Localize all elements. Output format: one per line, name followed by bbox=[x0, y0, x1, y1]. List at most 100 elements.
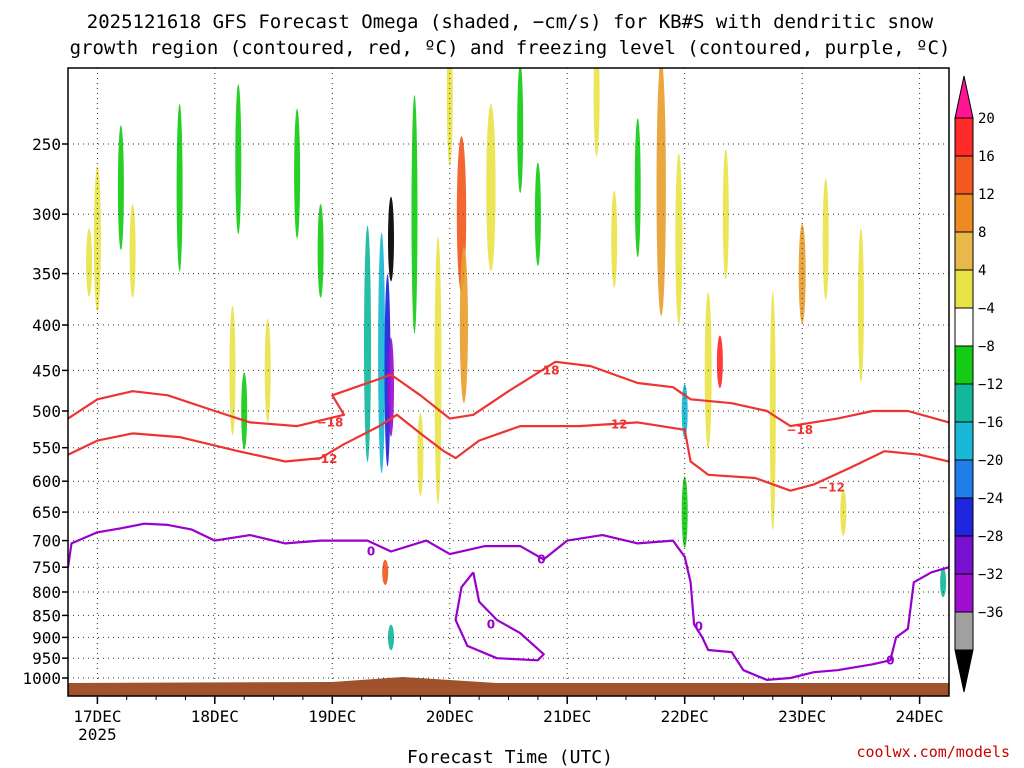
chart-title-line-2: growth region (contoured, red, ºC) and f… bbox=[70, 37, 951, 59]
omega-blob bbox=[86, 228, 93, 297]
y-tick-label: 550 bbox=[32, 439, 61, 458]
colorbar-swatch bbox=[954, 383, 974, 423]
omega-blob bbox=[769, 291, 776, 531]
colorbar-label: −36 bbox=[978, 605, 1003, 621]
y-tick-label: 250 bbox=[32, 135, 61, 154]
colorbar: 20 16 12 8 4 −4 −8 −12 −16 −20 −24 −28 −32 −36 bbox=[954, 75, 1003, 693]
omega-blob bbox=[241, 372, 248, 450]
omega-blob bbox=[675, 153, 683, 325]
colorbar-label: −12 bbox=[978, 377, 1003, 393]
omega-blob bbox=[940, 567, 947, 598]
freezing-level-closed-contour bbox=[454, 571, 545, 662]
colorbar-swatch bbox=[954, 307, 974, 347]
colorbar-swatch bbox=[954, 345, 974, 385]
omega-blob bbox=[722, 149, 729, 279]
y-tick-label: 800 bbox=[32, 583, 61, 602]
y-tick-label: 300 bbox=[32, 205, 61, 224]
omega-blob bbox=[388, 624, 394, 651]
dgz-label-minus18: −18 bbox=[533, 363, 560, 377]
dgz-label-minus12: −12 bbox=[818, 481, 845, 495]
omega-blob bbox=[93, 166, 101, 313]
omega-blob bbox=[417, 413, 424, 497]
colorbar-swatch bbox=[954, 573, 974, 613]
omega-blob bbox=[716, 335, 723, 389]
plot-area: −12 −12 −12 −18 −18 −18 0 0 0 0 0 bbox=[68, 68, 949, 696]
freezing-level-label: 0 bbox=[537, 552, 545, 566]
x-tick-label: 24DEC bbox=[896, 707, 944, 726]
x-tick-label: 19DEC bbox=[308, 707, 356, 726]
omega-blob bbox=[634, 118, 641, 258]
colorbar-label: 4 bbox=[978, 263, 986, 279]
omega-blob bbox=[388, 337, 394, 437]
dgz-contour-minus18 bbox=[68, 360, 949, 428]
plot-background bbox=[68, 68, 949, 696]
colorbar-swatch bbox=[954, 231, 974, 271]
colorbar-label: −32 bbox=[978, 567, 1003, 583]
y-tick-label: 400 bbox=[32, 316, 61, 335]
colorbar-label: −28 bbox=[978, 529, 1003, 545]
omega-blob bbox=[446, 68, 453, 166]
x-tick-label: 20DEC bbox=[426, 707, 474, 726]
omega-blob bbox=[388, 196, 394, 282]
terrain-fill bbox=[68, 677, 949, 696]
omega-blob bbox=[593, 68, 600, 157]
x-tick-label: 23DEC bbox=[778, 707, 826, 726]
freezing-level-contour bbox=[68, 522, 949, 681]
y-tick-label: 750 bbox=[32, 558, 61, 577]
omega-blob bbox=[264, 318, 271, 423]
dgz-label-minus18: −18 bbox=[786, 423, 813, 437]
y-tick-label: 450 bbox=[32, 361, 61, 380]
omega-blob bbox=[411, 95, 418, 334]
omega-blob bbox=[611, 190, 618, 288]
freezing-level-label: 0 bbox=[487, 617, 495, 631]
colorbar-label: −20 bbox=[978, 453, 1003, 469]
colorbar-label: 16 bbox=[978, 149, 995, 165]
colorbar-swatch bbox=[954, 117, 974, 157]
colorbar-label: 20 bbox=[978, 111, 995, 127]
y-tick-label: 950 bbox=[32, 649, 61, 668]
colorbar-swatch bbox=[954, 269, 974, 309]
omega-blob bbox=[129, 204, 136, 298]
colorbar-label: −8 bbox=[978, 339, 995, 355]
y-tick-label: 900 bbox=[32, 628, 61, 647]
freezing-level-label: 0 bbox=[367, 545, 375, 559]
y-tick-label: 500 bbox=[32, 402, 61, 421]
colorbar-top-arrow bbox=[954, 75, 974, 119]
y-tick-label: 600 bbox=[32, 472, 61, 491]
omega-blob bbox=[378, 232, 386, 474]
omega-blob bbox=[294, 108, 301, 239]
colorbar-swatch bbox=[954, 155, 974, 195]
omega-blob bbox=[822, 178, 829, 300]
omega-blob bbox=[857, 228, 864, 383]
omega-blob bbox=[364, 225, 371, 462]
freezing-level-label: 0 bbox=[695, 620, 703, 634]
omega-blob bbox=[534, 162, 541, 266]
contour-lines: −12 −12 −12 −18 −18 −18 0 0 0 0 0 bbox=[68, 360, 949, 681]
y-tick-label: 350 bbox=[32, 265, 61, 284]
omega-blob bbox=[486, 103, 496, 272]
colorbar-label: −4 bbox=[978, 301, 995, 317]
freezing-level-label: 0 bbox=[886, 653, 894, 667]
y-tick-label: 1000 bbox=[22, 669, 61, 688]
dgz-contour-minus12 bbox=[68, 413, 949, 492]
colorbar-swatch bbox=[954, 611, 974, 651]
credit-link[interactable]: coolwx.com/models bbox=[856, 743, 1010, 761]
terrain bbox=[68, 677, 949, 696]
colorbar-label: 12 bbox=[978, 187, 995, 203]
x-axis-label: Forecast Time (UTC) bbox=[407, 747, 613, 768]
omega-blob bbox=[235, 84, 242, 235]
omega-blob bbox=[176, 103, 183, 272]
y-tick-label: 650 bbox=[32, 503, 61, 522]
x-year-label: 2025 bbox=[78, 725, 117, 744]
x-axis: 17DEC 18DEC 19DEC 20DEC 21DEC 22DEC 23DEC 24DEC… bbox=[73, 696, 944, 744]
colorbar-label: −16 bbox=[978, 415, 1003, 431]
omega-blob bbox=[317, 204, 324, 298]
colorbar-swatch bbox=[954, 497, 974, 537]
x-tick-label: 17DEC bbox=[73, 707, 121, 726]
colorbar-swatch bbox=[954, 421, 974, 461]
y-tick-label: 700 bbox=[32, 532, 61, 551]
colorbar-swatch bbox=[954, 193, 974, 233]
y-tick-label: 850 bbox=[32, 606, 61, 625]
dgz-label-minus12: −12 bbox=[601, 418, 628, 432]
